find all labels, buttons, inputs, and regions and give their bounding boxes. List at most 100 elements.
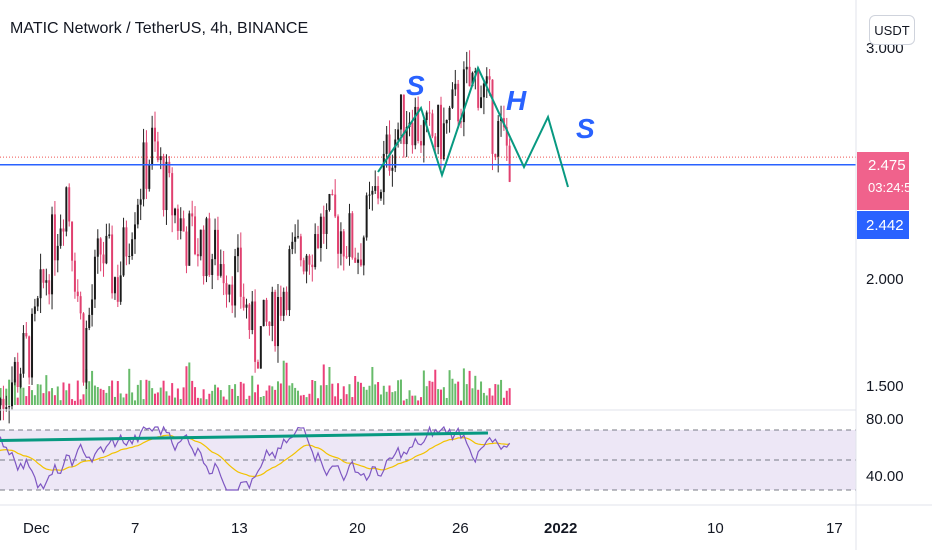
candle-body xyxy=(419,141,422,146)
volume-bar xyxy=(385,391,388,405)
candle-body xyxy=(76,291,79,297)
candle-body xyxy=(339,231,342,254)
candle-body xyxy=(317,234,320,249)
level-lines xyxy=(0,156,856,166)
candle-body xyxy=(185,231,188,266)
candle-body xyxy=(105,235,108,264)
volume-bar xyxy=(508,388,511,405)
candle-body xyxy=(251,301,254,330)
candle-body xyxy=(494,153,497,158)
volume-bar xyxy=(399,379,402,405)
volume-bar xyxy=(460,400,463,405)
volume-bar xyxy=(171,383,174,405)
candle-body xyxy=(108,234,111,236)
candle-body xyxy=(276,296,279,347)
volume-bar xyxy=(128,368,131,405)
candle-body xyxy=(154,127,156,142)
candle-body xyxy=(168,161,171,174)
candle-body xyxy=(431,113,434,137)
volume-bar xyxy=(113,396,116,405)
volume-bar xyxy=(73,400,76,405)
volume-bar xyxy=(131,392,134,405)
candle-body xyxy=(351,213,354,258)
volume-bar xyxy=(222,396,225,405)
volume-bar xyxy=(256,384,259,405)
volume-bar xyxy=(454,383,457,405)
candle-body xyxy=(191,213,194,217)
candle-body xyxy=(457,83,460,122)
candle-body xyxy=(337,216,340,254)
volume-bar xyxy=(482,392,485,405)
volume-bar xyxy=(322,364,325,405)
volume-bar xyxy=(19,380,22,405)
volume-bar xyxy=(497,384,500,405)
volume-bar xyxy=(48,391,51,405)
annotation-s-right: S xyxy=(576,113,595,144)
volume-bar xyxy=(451,378,454,405)
level-price-badge: 2.442 xyxy=(857,211,909,239)
volume-bar xyxy=(71,399,74,405)
candle-body xyxy=(59,228,62,246)
volume-bar xyxy=(216,387,219,405)
candle-body xyxy=(271,291,274,326)
candle-body xyxy=(199,229,202,257)
candle-body xyxy=(25,333,28,337)
volume-bar xyxy=(119,393,122,405)
volume-bar xyxy=(214,384,217,405)
candle-body xyxy=(116,277,119,302)
candle-body xyxy=(8,406,11,408)
volume-bar xyxy=(271,386,274,405)
volume-bar xyxy=(31,390,34,405)
volume-bar xyxy=(394,391,397,405)
candle-body xyxy=(131,239,134,257)
candle-body xyxy=(388,134,391,171)
time-tick-20: 20 xyxy=(349,520,366,537)
volume-bar xyxy=(422,370,425,405)
candle-body xyxy=(328,194,331,211)
volume-bar xyxy=(311,380,314,405)
volume-bar xyxy=(219,390,222,405)
candle-body xyxy=(342,231,345,257)
volume-bar xyxy=(154,393,156,405)
candle-body xyxy=(259,326,262,369)
candle-body xyxy=(331,194,334,196)
currency-button[interactable]: USDT xyxy=(869,15,915,45)
annotation-h: H xyxy=(506,85,527,116)
candle-body xyxy=(211,259,214,275)
volume-bar xyxy=(99,388,102,405)
volume-bar xyxy=(339,398,342,405)
volume-bar xyxy=(477,389,480,405)
candle-body xyxy=(148,165,151,189)
candle-body xyxy=(265,299,268,322)
volume-bar xyxy=(228,385,231,405)
chart-title: MATIC Network / TetherUS, 4h, BINANCE xyxy=(10,20,309,37)
volume-bar xyxy=(108,386,111,405)
candle-body xyxy=(205,218,208,277)
candle-body xyxy=(196,254,199,257)
volume-bar xyxy=(302,394,305,405)
volume-bar xyxy=(291,383,294,405)
volume-bar xyxy=(282,360,285,405)
candle-body xyxy=(111,234,114,294)
candle-body xyxy=(93,256,96,300)
volume-bar xyxy=(465,384,468,405)
volume-bar xyxy=(265,390,268,405)
volume-bar xyxy=(405,398,408,405)
candle-body xyxy=(11,382,13,407)
candle-body xyxy=(16,361,19,388)
candle-body xyxy=(285,291,288,311)
candle-body xyxy=(65,187,68,232)
candle-body xyxy=(274,291,277,347)
volume-bar xyxy=(259,396,262,405)
candle-body xyxy=(48,280,51,295)
rsi-pane xyxy=(0,409,856,491)
volume-bar xyxy=(397,380,400,405)
volume-bar xyxy=(145,379,148,405)
volume-bar xyxy=(165,391,168,405)
volume-bar xyxy=(417,400,420,405)
candle-body xyxy=(305,255,308,272)
last-price-badge: 2.475 03:24:53 xyxy=(857,152,919,210)
candle-body xyxy=(399,94,402,130)
candle-body xyxy=(480,97,483,108)
